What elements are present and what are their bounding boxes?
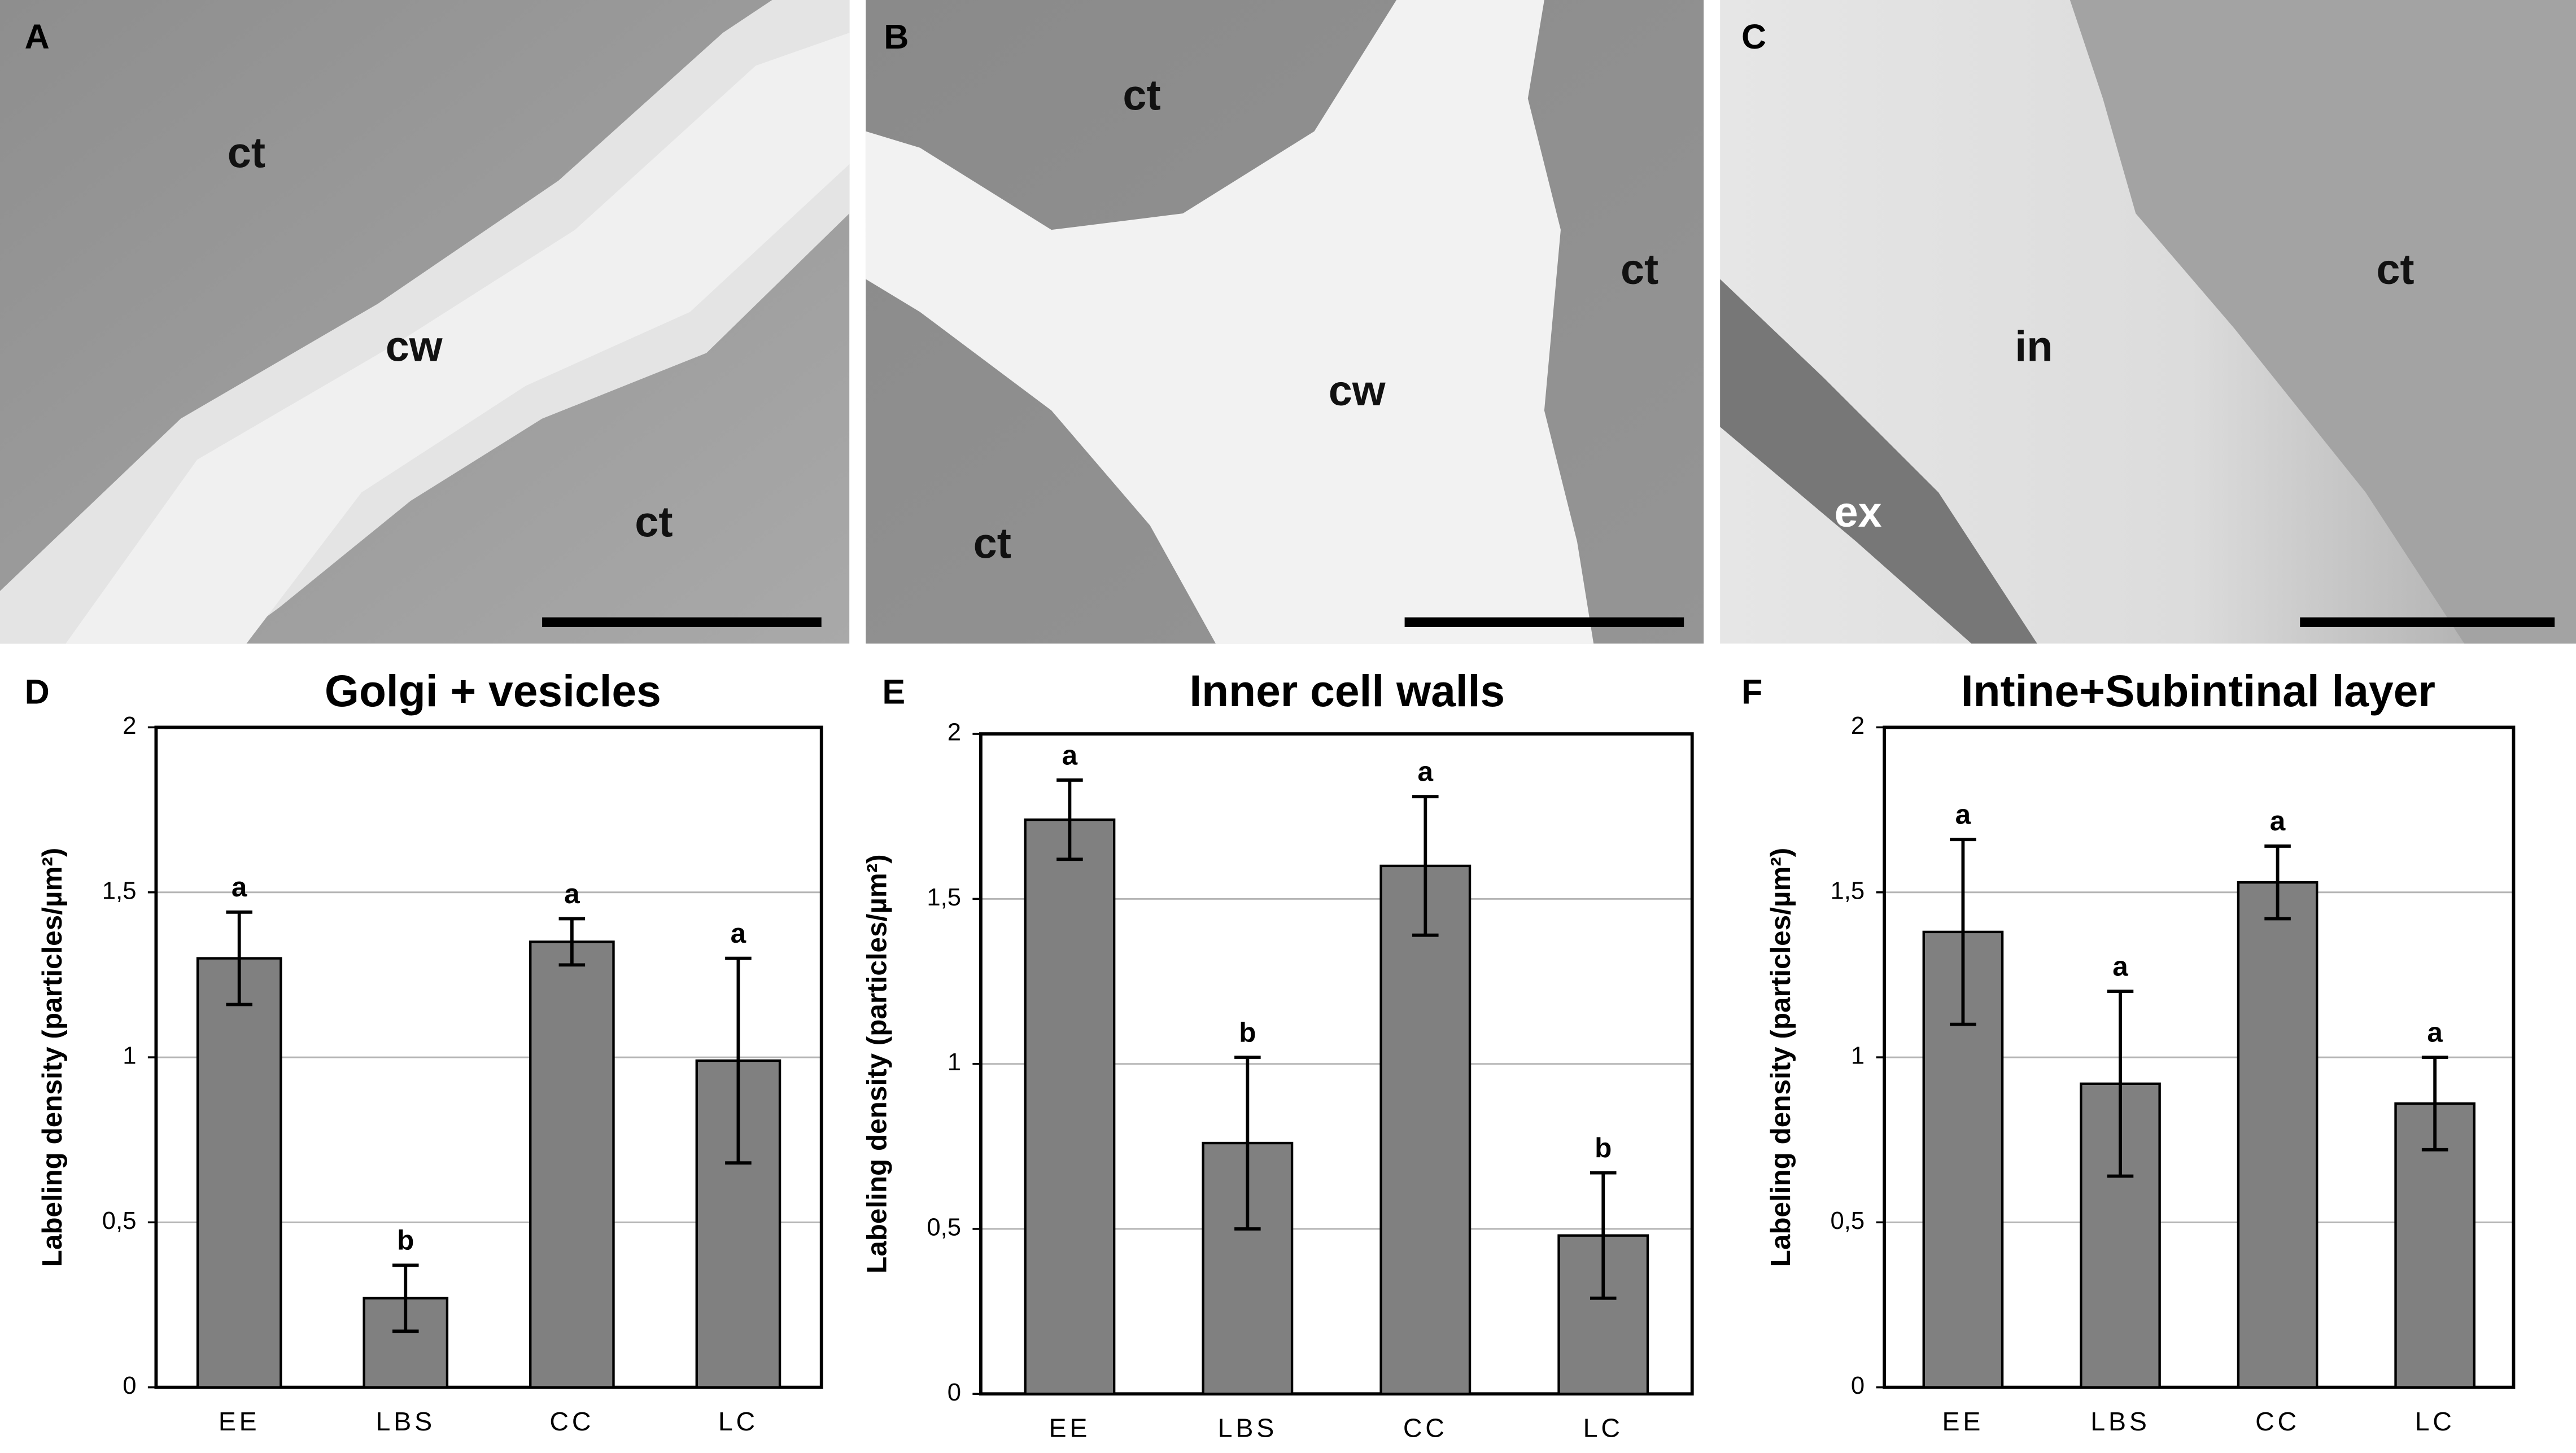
chart-title: Inner cell walls bbox=[1189, 666, 1505, 716]
y-tick-label: 0,5 bbox=[927, 1214, 961, 1241]
x-tick-label: CC bbox=[1403, 1413, 1448, 1443]
micrograph-label: cw bbox=[386, 323, 443, 370]
significance-letter: a bbox=[2270, 806, 2286, 837]
bar-chart: E Inner cell walls Labeling density (parti… bbox=[862, 666, 1694, 1443]
micrograph-label: ct bbox=[635, 499, 673, 546]
x-tick-label: EE bbox=[1049, 1413, 1091, 1443]
micrograph-label: ct bbox=[2376, 246, 2414, 294]
significance-letter: a bbox=[2112, 951, 2128, 982]
error-bar bbox=[392, 1263, 419, 1333]
micrograph-label: ct bbox=[228, 129, 265, 177]
bar-chart: D Golgi + vesicles Labeling density (parti… bbox=[25, 666, 823, 1436]
bar bbox=[1024, 818, 1116, 1395]
y-tick-label: 1,5 bbox=[927, 884, 961, 911]
y-tick-label: 1 bbox=[123, 1043, 136, 1070]
micrograph-label: cw bbox=[1329, 367, 1386, 415]
y-tick-label: 1 bbox=[948, 1049, 961, 1076]
error-bar bbox=[1412, 795, 1439, 937]
panel-letter: D bbox=[25, 672, 50, 711]
x-tick-label: CC bbox=[2255, 1407, 2300, 1436]
significance-letter: b bbox=[397, 1225, 414, 1256]
chart-title: Golgi + vesicles bbox=[325, 666, 661, 716]
micrograph-label: ex bbox=[1835, 489, 1882, 536]
micrograph-b: B ct ct cw ct bbox=[866, 0, 1704, 644]
y-tick-label: 1,5 bbox=[102, 877, 137, 904]
bar bbox=[1379, 864, 1472, 1395]
error-bar bbox=[2107, 990, 2134, 1178]
x-tick-label: LBS bbox=[2090, 1407, 2150, 1436]
y-tick-label: 0,5 bbox=[102, 1207, 137, 1235]
y-tick-label: 2 bbox=[1851, 712, 1865, 739]
x-tick-label: LBS bbox=[376, 1407, 435, 1436]
micrograph-label: ct bbox=[1123, 72, 1160, 120]
y-tick-label: 2 bbox=[948, 719, 961, 746]
error-bar bbox=[1950, 838, 1976, 1026]
plot-frame bbox=[154, 725, 823, 1389]
significance-letter: a bbox=[1062, 739, 1078, 771]
y-axis-label: Labeling density (particles/µm²) bbox=[862, 854, 893, 1273]
significance-letter: a bbox=[731, 918, 746, 949]
y-tick-label: 2 bbox=[123, 712, 136, 739]
error-bar bbox=[1234, 1056, 1261, 1231]
plot-frame bbox=[979, 732, 1694, 1396]
panel-letter: F bbox=[1741, 672, 1762, 711]
significance-letter: a bbox=[564, 878, 580, 909]
y-tick-label: 0 bbox=[123, 1372, 136, 1399]
x-tick-label: LBS bbox=[1218, 1413, 1277, 1443]
y-axis-label: Labeling density (particles/µm²) bbox=[1765, 848, 1796, 1267]
error-bar bbox=[226, 910, 252, 1006]
panel-letter: E bbox=[882, 672, 905, 711]
error-bar bbox=[1056, 778, 1083, 861]
bar bbox=[196, 957, 282, 1389]
x-tick-label: EE bbox=[219, 1407, 260, 1436]
significance-letter: a bbox=[232, 872, 247, 903]
bar bbox=[529, 940, 615, 1389]
y-tick-label: 0 bbox=[1851, 1372, 1865, 1399]
micrograph-label: ct bbox=[1621, 246, 1658, 294]
bar-chart: F Intine+Subintinal layer Labeling density… bbox=[1741, 666, 2516, 1436]
micrograph-c: C ct in ex bbox=[1720, 0, 2576, 644]
x-tick-label: LC bbox=[2415, 1407, 2455, 1436]
plot-frame bbox=[1883, 725, 2516, 1389]
bar bbox=[2237, 881, 2319, 1389]
panel-letter: B bbox=[884, 17, 909, 56]
significance-letter: b bbox=[1595, 1132, 1612, 1163]
significance-letter: a bbox=[1418, 756, 1434, 787]
error-bar bbox=[2264, 844, 2291, 921]
x-tick-label: CC bbox=[549, 1407, 594, 1436]
error-bar bbox=[725, 956, 752, 1165]
significance-letter: b bbox=[1239, 1017, 1256, 1048]
x-tick-label: LC bbox=[1583, 1413, 1623, 1443]
chart-title: Intine+Subintinal layer bbox=[1961, 666, 2435, 716]
significance-letter: a bbox=[1955, 799, 1971, 830]
panel-letter: C bbox=[1741, 17, 1766, 56]
error-bar bbox=[1590, 1171, 1617, 1300]
y-tick-label: 0,5 bbox=[1831, 1207, 1865, 1235]
micrograph-label: ct bbox=[973, 520, 1011, 568]
y-tick-label: 1 bbox=[1851, 1043, 1865, 1070]
micrograph-label: in bbox=[2015, 323, 2053, 370]
y-axis-label: Labeling density (particles/µm²) bbox=[37, 848, 68, 1267]
y-tick-label: 1,5 bbox=[1831, 877, 1865, 904]
x-tick-label: EE bbox=[1942, 1407, 1984, 1436]
micrograph-a: A ct cw ct bbox=[0, 0, 850, 644]
x-tick-label: LC bbox=[718, 1407, 758, 1436]
significance-letter: a bbox=[2427, 1017, 2443, 1048]
error-bar bbox=[2421, 1056, 2448, 1152]
error-bar bbox=[558, 917, 586, 967]
panel-letter: A bbox=[25, 17, 50, 56]
y-tick-label: 0 bbox=[948, 1379, 961, 1406]
